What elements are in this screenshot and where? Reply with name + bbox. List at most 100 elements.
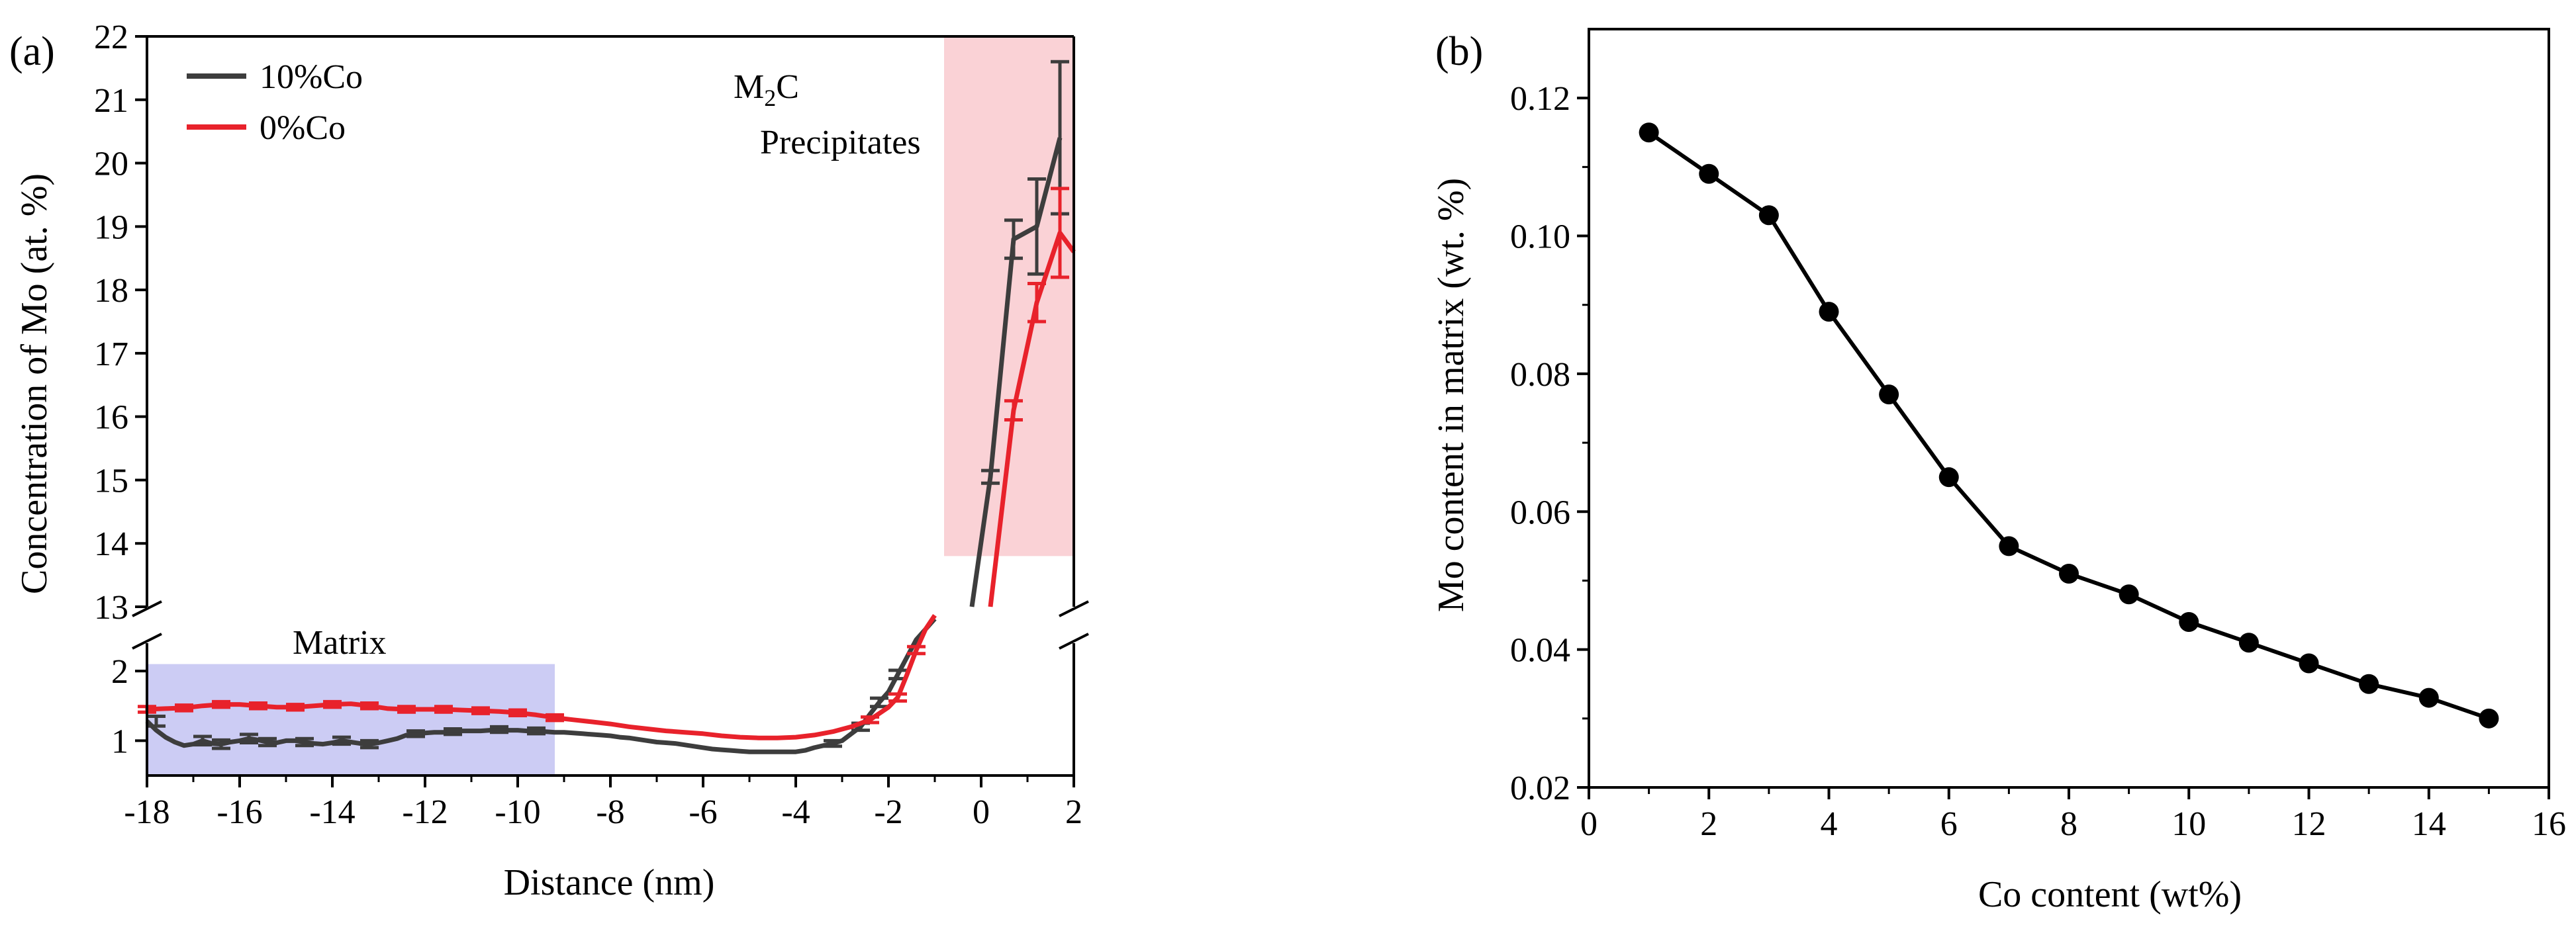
precipitates-annotation: Precipitates (760, 124, 921, 161)
error-bar (508, 708, 527, 717)
data-point (1999, 536, 2019, 556)
panel-a-series (138, 60, 1076, 754)
x-tick-label: -10 (495, 793, 540, 831)
data-point (2359, 674, 2379, 694)
error-bar (1051, 187, 1069, 279)
matrix-region (147, 664, 555, 776)
y-tick-label: 21 (94, 82, 128, 120)
series-line-lower-1 (146, 613, 937, 740)
y-tick-label: 0.08 (1510, 356, 1570, 394)
x-tick-label: -6 (689, 793, 717, 831)
panel-a-axes: -18 -16 -14 -12 -10 -8 -6 -4 -2 0 2 13 14 15 16 17 18 19 2… (94, 19, 1089, 831)
y-tick-label: 14 (94, 525, 128, 563)
data-point (2059, 564, 2079, 584)
data-point (1758, 205, 1779, 226)
x-tick-label: 10 (2171, 805, 2206, 843)
error-bar (397, 705, 416, 714)
y-tick-label: 16 (94, 399, 128, 437)
y-tick-label: 15 (94, 462, 128, 500)
data-point (1819, 302, 1839, 322)
m2c-m: M (734, 68, 764, 106)
x-tick-label: -4 (781, 793, 810, 831)
error-bar (981, 468, 1000, 485)
y-tick-label: 0.12 (1510, 80, 1570, 118)
data-point (2299, 653, 2319, 674)
y-tick-label: 0.02 (1510, 770, 1570, 807)
matrix-annotation: Matrix (293, 624, 387, 662)
y-tick-label: 0.04 (1510, 632, 1570, 670)
panel-a-ylabel: Concentration of Mo (at. %) (14, 173, 55, 594)
y-tick-label: 0.06 (1510, 494, 1570, 531)
precipitates-annotation-m2c: M2C (734, 68, 799, 111)
x-tick-label: -18 (124, 793, 169, 831)
y-tick-label: 2 (111, 653, 128, 691)
y-tick-label: 20 (94, 146, 128, 183)
error-bar (406, 729, 425, 738)
x-tick-label: -8 (596, 793, 624, 831)
x-tick-label: 0 (973, 793, 990, 831)
data-point (2179, 611, 2199, 632)
y-tick-label: 18 (94, 272, 128, 310)
data-point (2479, 708, 2499, 729)
error-bar (258, 736, 277, 748)
x-tick-label: 4 (1821, 805, 1838, 843)
x-tick-label: -16 (216, 793, 262, 831)
x-tick-label: 6 (1940, 805, 1958, 843)
data-point (2238, 633, 2259, 653)
axis-break-mark (132, 633, 162, 650)
error-bar (471, 706, 490, 715)
y-tick-label: 13 (94, 589, 128, 627)
panel-a-xlabel: Distance (nm) (504, 862, 715, 903)
error-bar (888, 692, 907, 703)
data-point (1699, 163, 1719, 184)
data-point (2119, 584, 2139, 605)
axis-break-mark (1059, 600, 1089, 617)
data-point (1879, 384, 1899, 405)
error-bar (444, 727, 462, 736)
panel-b-label: (b) (1435, 29, 1483, 74)
x-tick-label: -12 (402, 793, 448, 831)
x-tick-label: -14 (309, 793, 355, 831)
error-bar (249, 701, 267, 711)
error-bar (175, 703, 193, 713)
error-bar (861, 715, 879, 725)
error-bar (323, 699, 342, 709)
x-tick-label: 8 (2060, 805, 2077, 843)
error-bar (360, 738, 379, 750)
error-bar (147, 715, 166, 728)
series-line-lower-0 (145, 617, 937, 754)
panel-b-ylabel: Mo content in matrix (wt. %) (1431, 178, 1472, 612)
x-tick-label: 16 (2532, 805, 2566, 843)
y-tick-label: 1 (111, 723, 128, 760)
error-bar (434, 705, 453, 714)
y-tick-label: 0.10 (1510, 218, 1570, 256)
error-bar (193, 734, 212, 747)
error-bar (1027, 177, 1046, 276)
panel-b-axes: 0 2 4 6 8 10 12 14 16 0.02 0.04 0.06 0.08 0.10 0.12 (1510, 28, 2566, 843)
y-tick-label: 17 (94, 335, 128, 373)
x-tick-label: 2 (1700, 805, 1717, 843)
error-bar (546, 713, 564, 723)
error-bar (1027, 282, 1046, 324)
error-bar (212, 699, 230, 709)
axis-break-mark (1059, 633, 1089, 650)
error-bar (295, 736, 314, 748)
panel-b-xlabel: Co content (wt%) (1978, 874, 2242, 915)
m2c-c: C (776, 68, 799, 106)
m2c-subscript: 2 (764, 85, 776, 111)
legend-label-0co: 0%Co (260, 109, 346, 147)
x-tick-label: -2 (874, 793, 902, 831)
x-tick-label: 12 (2292, 805, 2326, 843)
error-bar (1004, 218, 1023, 260)
panel-b-series (1639, 122, 2499, 729)
error-bar (824, 738, 842, 748)
error-bar (1004, 399, 1023, 421)
x-tick-label: 14 (2412, 805, 2446, 843)
legend: 10%Co 0%Co (187, 58, 363, 147)
axis-break-mark (132, 600, 162, 617)
x-tick-label: 0 (1580, 805, 1598, 843)
x-tick-label: 2 (1065, 793, 1082, 831)
error-bar (212, 738, 230, 750)
error-bar (240, 732, 258, 745)
